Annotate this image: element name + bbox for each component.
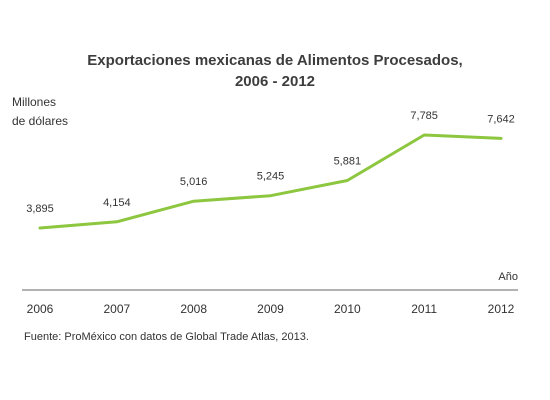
x-tick-label-2010: 2010: [334, 302, 361, 316]
y-axis-label-line-1: Millones: [12, 95, 57, 109]
y-axis-label-line-2: de dólares: [12, 114, 69, 128]
y-axis-label: Millones de dólares: [12, 93, 92, 131]
data-label-2012: 7,642: [487, 113, 515, 125]
data-label-2011: 7,785: [410, 110, 438, 122]
x-tick-label-2012: 2012: [488, 302, 515, 316]
x-axis-label: Año: [498, 271, 518, 283]
x-tick-label-2008: 2008: [180, 302, 207, 316]
x-tick-labels: 2006 2007 2008 2009 2010 2011 2012: [27, 302, 515, 316]
data-label-2009: 5,245: [257, 171, 285, 183]
data-label-2010: 5,881: [334, 156, 362, 168]
chart-title-line-1: Exportaciones mexicanas de Alimentos Pro…: [87, 52, 463, 69]
x-tick-label-2011: 2011: [411, 302, 437, 316]
chart-title: Exportaciones mexicanas de Alimentos Pro…: [0, 50, 550, 92]
chart-title-line-2: 2006 - 2012: [234, 73, 316, 90]
source-note: Fuente: ProMéxico con datos de Global Tr…: [24, 331, 309, 343]
x-tick-label-2009: 2009: [257, 302, 284, 316]
series-line: [38, 133, 503, 230]
data-label-2008: 5,016: [180, 176, 208, 188]
x-tick-label-2006: 2006: [27, 302, 54, 316]
data-label-2007: 4,154: [103, 197, 131, 209]
x-tick-label-2007: 2007: [103, 302, 130, 316]
data-label-2006: 3,895: [26, 203, 54, 215]
data-labels: 3,895 4,154 5,016 5,245 5,881 7,785 7,642: [26, 110, 515, 215]
